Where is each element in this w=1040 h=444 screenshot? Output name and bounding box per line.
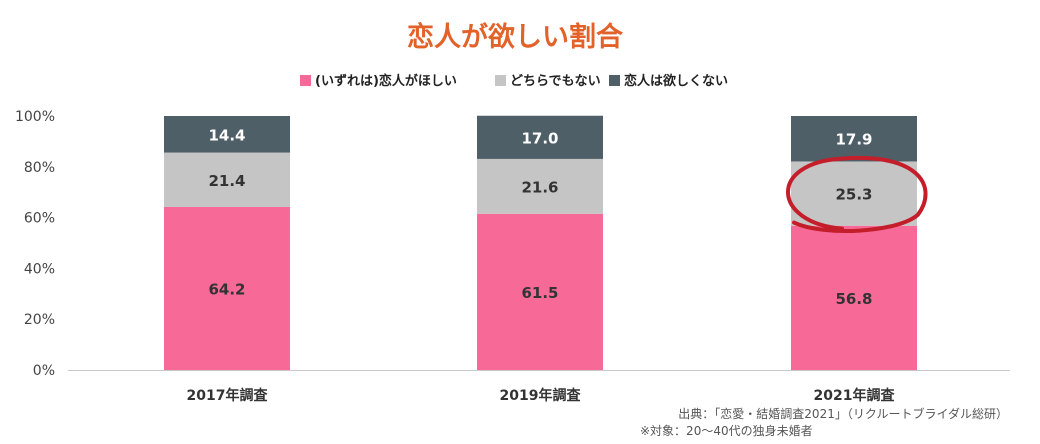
x-axis: 2017年調査 2019年調査 2021年調査 xyxy=(68,370,1010,404)
data-label: 21.4 xyxy=(208,172,245,190)
bar-segment xyxy=(477,115,603,159)
x-tick-label: 2017年調査 xyxy=(187,387,269,404)
legend-swatch-0 xyxy=(300,75,311,86)
data-label: 56.8 xyxy=(835,290,872,308)
data-label: 17.0 xyxy=(521,129,558,147)
bar-segment xyxy=(791,225,917,370)
legend-swatch-1 xyxy=(495,75,506,86)
y-tick-label: 60% xyxy=(24,211,55,227)
highlight-ellipse xyxy=(786,155,928,234)
legend-label-1: どちらでもない xyxy=(510,74,601,89)
bar-segment xyxy=(477,158,603,214)
source-line-1: 出典：「恋愛・結婚調査2021」（リクルートブライダル総研） xyxy=(678,406,1008,421)
data-label: 21.6 xyxy=(521,178,558,196)
bar-segment xyxy=(477,213,603,370)
chart-title: 恋人が欲しい割合 xyxy=(407,21,623,53)
y-tick-label: 100% xyxy=(15,109,55,125)
y-tick-label: 20% xyxy=(24,312,55,328)
highlight-circle xyxy=(786,155,928,234)
y-tick-label: 40% xyxy=(24,261,55,277)
x-tick-label: 2021年調査 xyxy=(814,387,896,404)
x-tick-label: 2019年調査 xyxy=(500,387,582,404)
data-label: 14.4 xyxy=(208,126,245,144)
bar-segment xyxy=(791,161,917,226)
legend-label-2: 恋人は欲しくない xyxy=(624,73,728,89)
legend-swatch-2 xyxy=(609,75,620,86)
legend-label-0: (いずれは)恋人がほしい xyxy=(315,73,457,89)
bar-segment xyxy=(791,116,917,162)
bar-segment xyxy=(164,152,290,207)
data-label: 17.9 xyxy=(835,131,872,149)
legend: (いずれは)恋人がほしい どちらでもない 恋人は欲しくない xyxy=(300,73,728,89)
data-label: 61.5 xyxy=(521,284,558,302)
bars: 64.2 21.4 14.4 61.5 21.6 17.0 56.8 25.3 17.9 xyxy=(164,115,917,370)
y-tick-label: 0% xyxy=(33,363,55,379)
y-tick-label: 80% xyxy=(24,160,55,176)
bar-segment xyxy=(164,206,290,370)
y-axis: 0% 20% 40% 60% 80% 100% xyxy=(15,109,55,379)
source-line-2: ※対象：20〜40代の独身未婚者 xyxy=(640,423,813,438)
data-label: 64.2 xyxy=(208,280,245,298)
bar-segment xyxy=(164,116,290,153)
data-label: 25.3 xyxy=(835,186,872,204)
